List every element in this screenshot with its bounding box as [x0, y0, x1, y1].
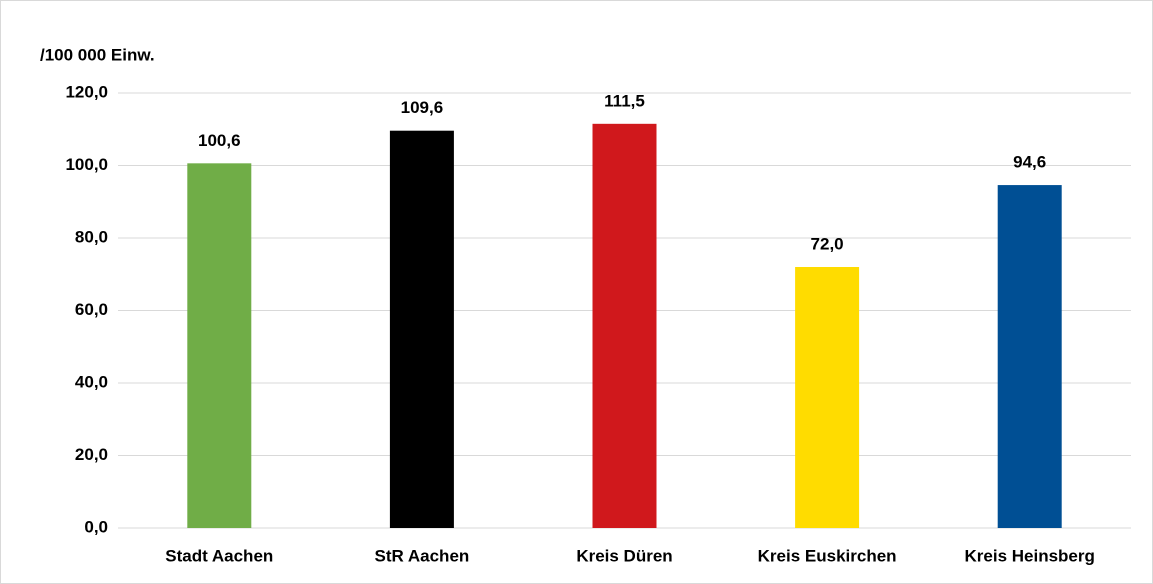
value-label: 94,6: [1013, 153, 1046, 172]
x-tick-label: Stadt Aachen: [165, 546, 273, 565]
value-label: 72,0: [811, 234, 844, 253]
value-label: 111,5: [604, 91, 645, 110]
bar: [389, 130, 454, 528]
x-tick-label: StR Aachen: [375, 546, 470, 565]
bar: [187, 163, 252, 528]
y-axis-label: /100 000 Einw.: [40, 45, 155, 64]
y-tick-label: 60,0: [75, 300, 108, 319]
bar: [795, 267, 860, 528]
value-label: 100,6: [198, 131, 241, 150]
x-tick-label: Kreis Euskirchen: [758, 546, 897, 565]
bar: [592, 123, 657, 528]
x-tick-label: Kreis Heinsberg: [965, 546, 1095, 565]
y-tick-label: 80,0: [75, 227, 108, 246]
y-tick-label: 0,0: [84, 517, 108, 536]
y-tick-label: 40,0: [75, 372, 108, 391]
x-tick-label: Kreis Düren: [576, 546, 672, 565]
bar: [997, 185, 1062, 528]
value-label: 109,6: [401, 98, 444, 117]
y-tick-label: 20,0: [75, 445, 108, 464]
y-tick-label: 100,0: [65, 155, 108, 174]
y-tick-label: 120,0: [65, 82, 108, 101]
